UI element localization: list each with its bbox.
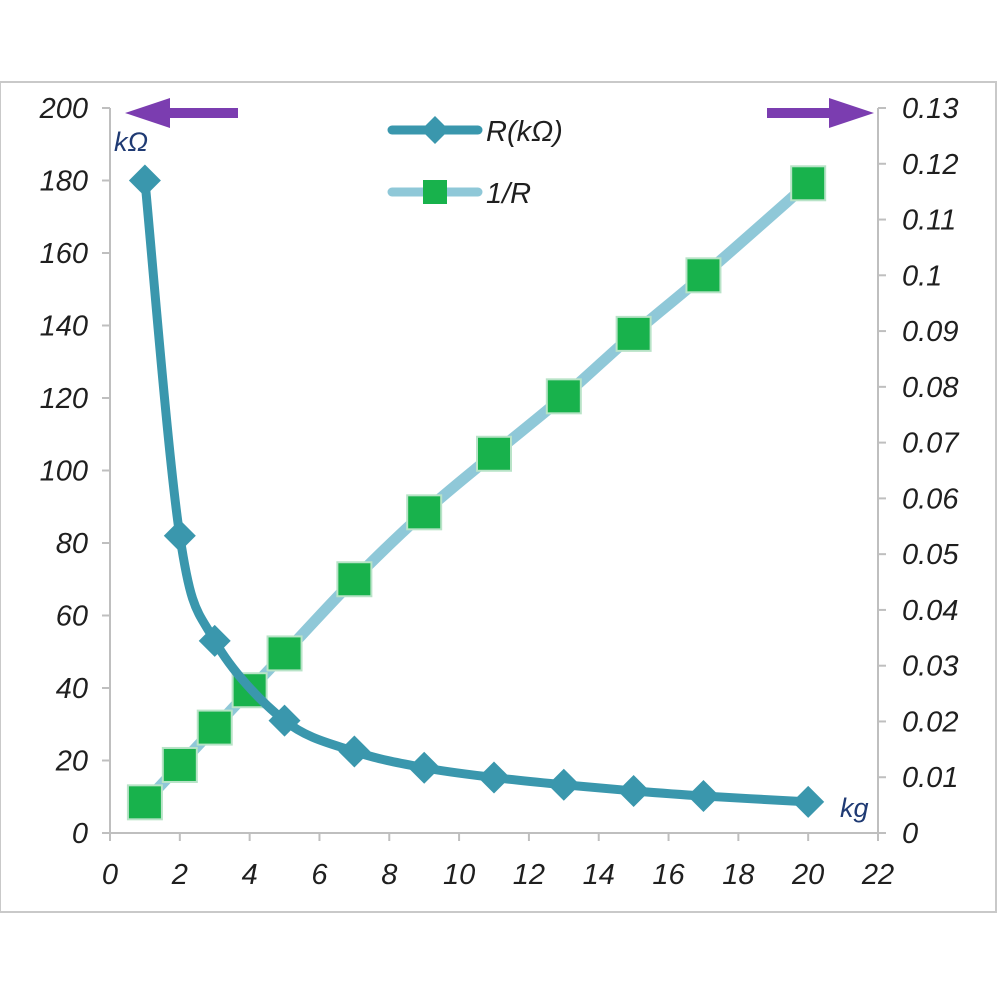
left-axis-arrow <box>125 98 238 128</box>
right-tick-label: 0.08 <box>902 372 958 404</box>
legend-marker-square <box>423 180 447 204</box>
x-tick-label: 0 <box>102 859 118 891</box>
legend-item-r: R(kΩ) <box>387 116 563 148</box>
right-tick-label: 0.11 <box>902 205 956 237</box>
data-point-r <box>268 704 301 737</box>
data-point-1-over-r <box>476 435 512 472</box>
right-tick-label: 0.1 <box>902 260 942 292</box>
series-r <box>128 164 825 818</box>
right-tick-label: 0.03 <box>902 651 958 683</box>
x-tick-label: 12 <box>513 859 545 891</box>
right-tick-label: 0.07 <box>902 428 960 460</box>
left-tick-label: 120 <box>40 383 88 415</box>
left-tick-label: 0 <box>72 818 88 850</box>
left-tick-label: 60 <box>56 601 88 633</box>
data-point-1-over-r <box>615 315 652 352</box>
x-axis-ticks: 0 2 4 6 8 10 12 14 16 18 20 22 <box>102 833 894 891</box>
data-point-1-over-r <box>126 784 163 821</box>
left-axis-ticks: 0 20 40 60 80 100 120 140 160 180 200 <box>39 93 110 850</box>
x-tick-label: 4 <box>242 859 258 891</box>
data-point-1-over-r <box>266 635 303 672</box>
left-tick-label: 160 <box>40 238 88 270</box>
right-tick-label: 0 <box>902 818 918 850</box>
data-point-r <box>128 164 161 197</box>
left-tick-label: 180 <box>40 166 88 198</box>
x-tick-label: 6 <box>311 859 328 891</box>
x-tick-label: 14 <box>583 859 615 891</box>
right-tick-label: 0.13 <box>902 93 958 125</box>
legend-marker-diamond <box>421 116 449 144</box>
left-axis-unit: kΩ <box>114 127 148 157</box>
right-axis-arrow <box>767 98 874 128</box>
x-tick-label: 20 <box>791 859 824 891</box>
right-tick-label: 0.12 <box>902 149 958 181</box>
data-point-r <box>792 785 825 818</box>
data-point-1-over-r <box>685 257 722 294</box>
right-axis-ticks: 0 0.01 0.02 0.03 0.04 0.05 0.06 0.07 0.08 0.09 0.1… <box>878 93 960 850</box>
data-point-r <box>617 774 650 807</box>
left-tick-label: 20 <box>55 746 88 778</box>
left-tick-label: 140 <box>40 311 88 343</box>
left-tick-label: 200 <box>39 93 88 125</box>
x-axis-unit: kg <box>840 793 869 823</box>
data-point-1-over-r <box>336 561 373 598</box>
left-tick-label: 80 <box>56 528 88 560</box>
data-point-1-over-r <box>161 746 198 783</box>
right-tick-label: 0.09 <box>902 316 958 348</box>
x-tick-label: 18 <box>722 859 754 891</box>
data-point-1-over-r <box>406 494 443 531</box>
x-tick-label: 2 <box>171 859 188 891</box>
data-point-r <box>687 780 720 813</box>
legend-label-r: R(kΩ) <box>486 116 563 148</box>
left-tick-label: 40 <box>56 673 88 705</box>
x-tick-label: 8 <box>381 859 397 891</box>
right-tick-label: 0.05 <box>902 539 959 571</box>
data-point-r <box>478 761 510 794</box>
data-point-r <box>408 751 441 784</box>
data-point-1-over-r <box>545 378 582 415</box>
x-tick-label: 16 <box>652 859 685 891</box>
right-tick-label: 0.04 <box>902 595 958 627</box>
right-tick-label: 0.06 <box>902 483 959 515</box>
legend: R(kΩ) 1/R <box>387 116 563 210</box>
x-tick-label: 22 <box>861 859 894 891</box>
legend-item-1-over-r: 1/R <box>387 178 531 210</box>
right-tick-label: 0.02 <box>902 706 958 738</box>
data-point-r <box>338 735 371 768</box>
x-tick-label: 10 <box>443 859 475 891</box>
series-1-over-r <box>126 165 827 821</box>
data-point-r <box>163 519 196 552</box>
legend-label-1-over-r: 1/R <box>486 178 531 210</box>
left-tick-label: 100 <box>40 456 88 488</box>
data-point-r <box>547 768 580 801</box>
data-point-r <box>198 624 231 657</box>
data-point-1-over-r <box>790 165 827 202</box>
right-tick-label: 0.01 <box>902 762 958 794</box>
data-point-1-over-r <box>196 709 233 746</box>
